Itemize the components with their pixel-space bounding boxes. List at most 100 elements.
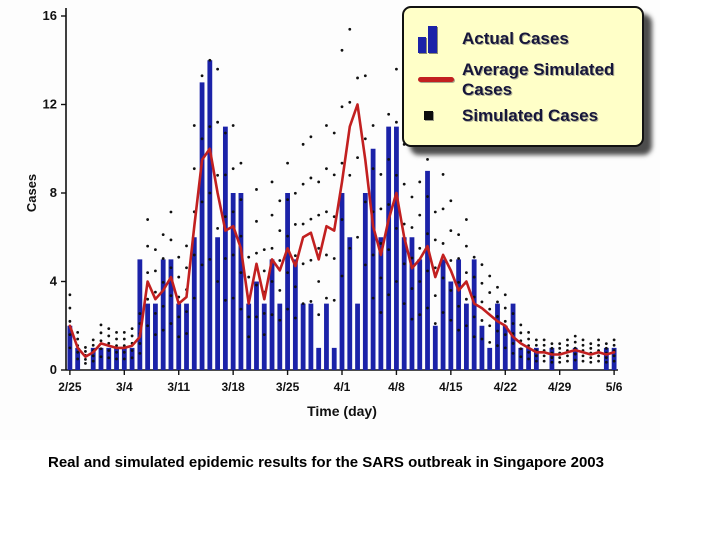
simulated-case-dot [309,217,313,221]
simulated-case-dot [418,246,422,250]
actual-cases-bar [230,193,236,370]
simulated-case-dot [348,246,352,250]
simulated-case-dot [84,350,87,353]
simulated-case-dot [185,332,188,335]
simulated-case-dot [255,188,258,191]
simulated-case-dot [68,319,72,323]
simulated-case-dot [332,257,336,260]
simulated-case-dot [200,74,204,78]
simulated-case-dot [76,357,80,361]
simulated-case-dot [589,356,593,360]
simulated-case-dot [402,182,406,186]
average-simulated-line-icon [418,77,462,83]
simulated-case-dot [309,258,313,262]
simulated-case-dot [161,304,165,308]
simulated-case-dot [604,356,608,360]
simulated-case-dot [239,198,243,202]
simulated-case-dot [317,313,321,317]
simulated-case-dot [488,291,492,294]
simulated-case-dot [441,207,445,211]
simulated-case-dot [472,335,476,339]
simulated-case-dot [573,334,577,338]
simulated-case-dot [356,76,359,80]
simulated-case-dot [216,67,220,71]
x-tick-label: 4/15 [439,380,463,394]
actual-cases-bar [324,303,329,370]
simulated-case-dot [130,356,134,360]
simulated-case-dot [262,269,266,273]
simulated-case-dot [231,210,235,214]
simulated-case-dot [68,306,72,310]
simulated-case-dot [356,235,359,239]
simulated-case-dot [122,350,126,354]
simulated-case-dot [433,322,437,325]
simulated-case-dot [169,322,173,325]
simulated-case-dot [402,302,406,306]
actual-cases-bar [409,237,415,370]
simulated-case-dot [395,173,398,177]
legend-entry-average: Average Simulated Cases [418,60,630,99]
simulated-case-dot [138,352,142,355]
simulated-case-dot [480,319,484,322]
x-tick-label: 3/4 [116,380,133,394]
simulated-case-dot [130,327,134,331]
simulated-case-dot [262,248,266,252]
simulated-case-dot [387,157,391,161]
simulated-case-dot [216,120,220,124]
simulated-case-dot [293,191,297,195]
actual-cases-bar [98,347,104,370]
simulated-case-dot [223,257,227,260]
simulated-case-dot [379,173,383,176]
simulated-case-dot [99,323,103,327]
simulated-case-dot [480,263,484,267]
simulated-case-dot [208,257,212,261]
x-tick-label: 5/6 [606,380,623,394]
legend-entry-simulated: Simulated Cases [418,106,630,126]
simulated-case-dot [387,203,391,206]
x-tick-label: 3/25 [276,380,300,394]
actual-cases-bar [487,347,493,370]
actual-cases-bar [168,259,174,370]
x-tick-label: 4/8 [388,380,405,394]
x-axis-title: Time (day) [307,403,377,419]
simulated-case-dot [604,346,608,350]
actual-cases-bar [191,237,197,370]
simulated-case-dot [239,234,243,238]
simulated-case-dot [317,213,321,217]
simulated-case-dot [130,334,134,338]
simulated-case-dot [457,257,461,260]
simulated-case-dot [107,349,111,352]
simulated-case-dot [200,263,204,267]
simulated-case-dot [146,297,150,301]
simulated-case-dot [426,195,429,198]
simulated-case-dot [270,313,274,317]
simulated-case-dot [99,347,103,351]
simulated-case-dot [472,255,476,259]
simulated-case-dot [332,131,336,135]
y-tick-label: 12 [43,97,57,112]
chart-area: 0 4 8 12 16 2/25 3/4 3/11 3/18 3/25 4/1 4/8 4/15 4/22… [22,2,634,432]
simulated-case-dot [231,124,235,127]
simulated-case-dot [371,167,375,171]
simulated-case-dot [278,288,282,292]
simulated-case-dot [68,293,72,297]
simulated-case-dot [449,288,453,292]
simulated-case-dot [107,356,111,360]
simulated-case-dot [332,298,336,302]
simulated-case-dot [558,360,562,364]
simulated-cases-dot-icon [418,111,462,121]
simulated-case-dot [192,167,196,171]
simulated-case-dot [472,275,476,279]
actual-cases-bar [331,347,337,370]
simulated-case-dot [511,342,515,345]
simulated-case-dot [527,350,530,354]
simulated-case-dot [503,293,507,297]
simulated-case-dot [286,307,289,311]
legend-entry-actual: Actual Cases [418,25,630,53]
simulated-case-dot [534,354,538,358]
simulated-case-dot [169,238,173,242]
actual-cases-bar [394,126,399,370]
simulated-case-dot [301,182,305,186]
simulated-case-dot [550,360,554,364]
simulated-case-dot [146,218,150,221]
